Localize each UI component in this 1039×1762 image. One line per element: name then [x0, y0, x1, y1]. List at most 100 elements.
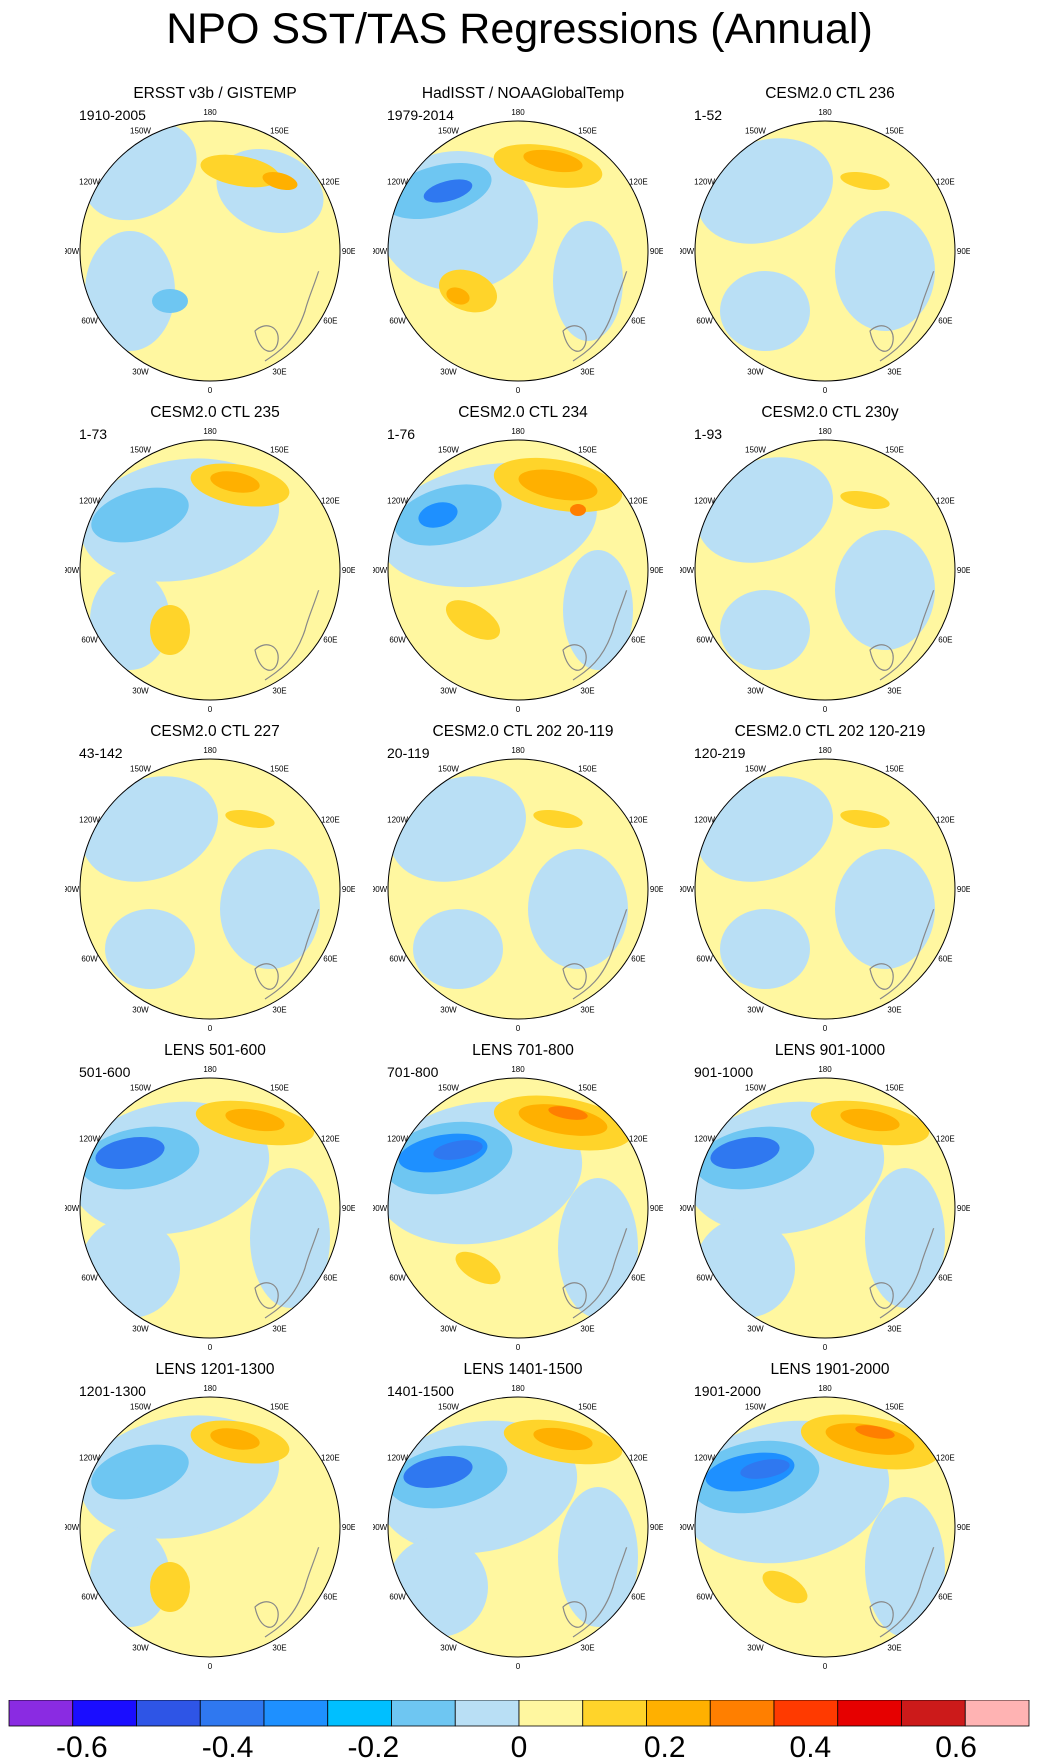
longitude-label: 30W: [440, 1643, 457, 1652]
colorbar-swatch: [901, 1700, 966, 1727]
longitude-label: 90W: [680, 566, 695, 575]
panel-title: LENS 1901-2000: [770, 1361, 890, 1378]
longitude-label: 90W: [680, 1204, 695, 1213]
longitude-label: 0: [516, 386, 521, 395]
longitude-label: 60E: [631, 955, 645, 964]
longitude-label: 150W: [130, 1403, 151, 1412]
anomaly-contour: [528, 849, 628, 969]
longitude-label: 0: [823, 1662, 828, 1671]
anomaly-contour: [697, 776, 833, 882]
longitude-label: 60E: [323, 317, 337, 326]
map-border: [79, 1396, 341, 1658]
anomaly-contour: [840, 172, 890, 190]
polar-map: 180 150E 120E 90E 60E 30E 0 30W 60W 90W 120W 150W: [680, 1065, 970, 1352]
longitude-label: 180: [203, 427, 217, 436]
longitude-label: 180: [203, 108, 217, 117]
colorbar: -0.6 -0.4 -0.2 0 0.2 0.4 0.6: [8, 1700, 1030, 1762]
longitude-label: 120E: [321, 497, 340, 506]
longitude-label: 0: [208, 386, 213, 395]
panel-period: 43-142: [79, 745, 123, 761]
panel-title: CESM2.0 CTL 236: [765, 85, 895, 102]
anomaly-contour: [91, 1444, 189, 1500]
longitude-label: 120W: [79, 1454, 100, 1463]
anomaly-field: [695, 121, 955, 381]
longitude-label: 150E: [270, 1084, 289, 1093]
map-border: [694, 1396, 956, 1658]
map-border: [387, 758, 649, 1020]
colorbar-swatch: [391, 1700, 456, 1727]
anomaly-field: [695, 1397, 955, 1657]
longitude-label: 150W: [745, 1084, 766, 1093]
longitude-label: 30E: [272, 1324, 286, 1333]
longitude-label: 120W: [694, 816, 715, 825]
longitude-label: 60E: [938, 317, 952, 326]
coastlines: [249, 1542, 327, 1638]
longitude-label: 0: [823, 386, 828, 395]
longitude-label: 180: [203, 1065, 217, 1074]
anomaly-contour: [558, 1487, 638, 1627]
longitude-label: 30W: [132, 686, 149, 695]
anomaly-contour: [200, 154, 280, 188]
anomaly-field: [695, 759, 955, 1019]
anomaly-contour: [90, 1527, 170, 1627]
longitude-label: 30W: [747, 686, 764, 695]
longitude-label: 120E: [321, 1454, 340, 1463]
longitude-label: 0: [516, 1662, 521, 1671]
longitude-label: 30E: [272, 686, 286, 695]
longitude-label: 30E: [580, 1643, 594, 1652]
longitude-label: 60W: [389, 1593, 406, 1602]
figure-title: NPO SST/TAS Regressions (Annual): [166, 5, 873, 53]
coastlines: [249, 266, 327, 362]
longitude-label: 0: [823, 1024, 828, 1033]
panel-period: 1201-1300: [79, 1383, 146, 1399]
anomaly-contour: [91, 487, 189, 543]
coastlines: [249, 904, 327, 1000]
polar-map: 180 150E 120E 90E 60E 30E 0 30W 60W 90W 120W 150W: [373, 1384, 663, 1671]
longitude-label: 150E: [885, 127, 904, 136]
anomaly-contour: [710, 1137, 780, 1169]
longitude-label: 120W: [387, 178, 408, 187]
map-panel: LENS 1401-1500 180 150E 120E 90E 60E 30E 0 30W 60…: [373, 1360, 673, 1680]
longitude-label: 30E: [887, 367, 901, 376]
anomaly-field: [388, 1078, 648, 1338]
longitude-label: 30W: [747, 1643, 764, 1652]
panel-title: CESM2.0 CTL 202 20-119: [432, 723, 614, 740]
map-panel: CESM2.0 CTL 227 180 150E 120E 90E 60E 30E 0 30W 6…: [65, 722, 365, 1042]
colorbar-swatch: [327, 1700, 392, 1727]
longitude-label: 30W: [440, 367, 457, 376]
longitude-label: 60E: [323, 636, 337, 645]
panel-period: 1910-2005: [79, 107, 146, 123]
longitude-label: 30W: [440, 686, 457, 695]
anomaly-contour: [225, 810, 275, 828]
longitude-label: 60E: [631, 636, 645, 645]
longitude-label: 120W: [79, 178, 100, 187]
polar-map: 180 150E 120E 90E 60E 30E 0 30W 60W 90W 120W 150W: [373, 746, 663, 1033]
anomaly-field: [388, 1397, 648, 1657]
map-panel: ERSST v3b / GISTEMP 180 150E 120E 90E 60E 30E 0…: [65, 84, 365, 404]
map-border: [694, 120, 956, 382]
polar-map: 180 150E 120E 90E 60E 30E 0 30W 60W 90W 120W 150W: [373, 427, 663, 714]
longitude-label: 90W: [680, 885, 695, 894]
map-border: [79, 439, 341, 701]
longitude-label: 120W: [694, 178, 715, 187]
longitude-label: 60E: [323, 1274, 337, 1283]
longitude-label: 90E: [342, 566, 355, 575]
map-border: [387, 439, 649, 701]
longitude-label: 30E: [580, 686, 594, 695]
longitude-label: 90E: [650, 247, 663, 256]
panel-title: LENS 1201-1300: [155, 1361, 275, 1378]
longitude-label: 60E: [323, 1593, 337, 1602]
longitude-label: 90E: [650, 1204, 663, 1213]
longitude-label: 150W: [130, 446, 151, 455]
panel-period: 1-93: [694, 426, 723, 442]
anomaly-contour: [225, 1108, 285, 1132]
longitude-label: 120W: [79, 816, 100, 825]
longitude-label: 60W: [81, 1274, 98, 1283]
longitude-label: 180: [818, 1065, 832, 1074]
colorbar-label: -0.4: [202, 1731, 254, 1762]
anomaly-contour: [150, 1562, 190, 1612]
longitude-label: 120E: [629, 816, 648, 825]
longitude-label: 90W: [65, 247, 80, 256]
longitude-label: 60W: [696, 636, 713, 645]
longitude-label: 90E: [957, 1523, 970, 1532]
